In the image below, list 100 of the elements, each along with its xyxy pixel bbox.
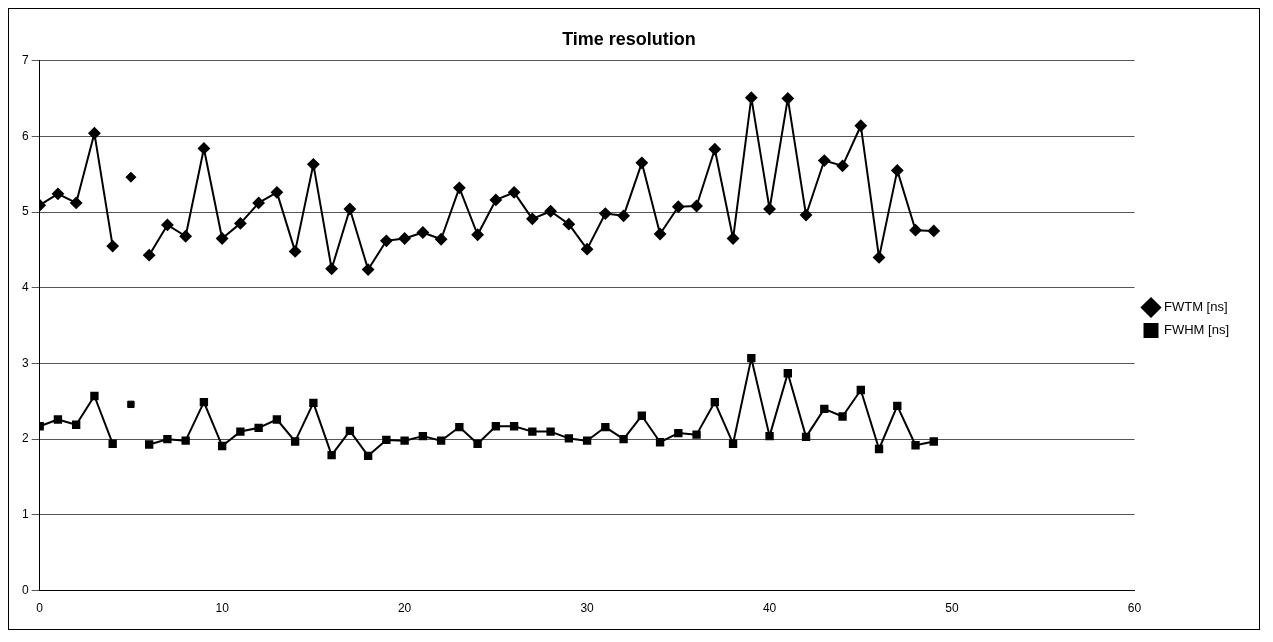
point: [88, 127, 101, 140]
point: [927, 224, 940, 237]
point: [272, 415, 282, 424]
point: [562, 218, 575, 231]
point: [362, 263, 375, 276]
point: [747, 353, 756, 363]
point: [692, 430, 701, 439]
point: [71, 420, 81, 429]
point: [836, 159, 849, 172]
point: [508, 186, 521, 199]
point: [106, 240, 119, 253]
x-tick-label: 50: [945, 601, 960, 616]
point: [327, 450, 336, 460]
point: [163, 434, 172, 444]
y-tick-label: 4: [21, 280, 29, 295]
point: [181, 436, 190, 445]
point: [801, 432, 811, 442]
point: [436, 436, 446, 445]
x-tick-label: 30: [580, 601, 595, 616]
point: [893, 401, 902, 411]
point: [382, 435, 391, 445]
point: [197, 142, 210, 155]
point: [290, 437, 300, 446]
point: [727, 232, 740, 245]
point: [70, 196, 83, 209]
point: [252, 196, 265, 209]
point: [635, 156, 648, 169]
point: [90, 391, 99, 401]
point: [489, 193, 502, 206]
point: [217, 441, 227, 451]
point: [672, 200, 685, 213]
chart-title: Time resolution: [562, 28, 696, 49]
point: [108, 439, 117, 448]
point: [708, 143, 721, 156]
point: [509, 422, 519, 431]
point: [781, 92, 794, 105]
legend-label: FWTM [ns]: [1164, 299, 1228, 315]
point: [619, 434, 628, 444]
point: [309, 398, 318, 408]
point: [307, 158, 320, 171]
point: [874, 444, 884, 454]
point: [400, 436, 409, 445]
point: [690, 199, 703, 212]
point: [911, 441, 920, 450]
point: [929, 437, 938, 446]
point: [564, 434, 574, 443]
point: [873, 251, 886, 264]
point: [325, 262, 338, 275]
x-tick-label: 20: [397, 601, 412, 616]
point: [818, 154, 831, 167]
point: [398, 232, 411, 245]
point: [544, 205, 557, 218]
point: [161, 218, 174, 231]
point: [345, 426, 355, 436]
point: [453, 181, 466, 194]
point: [491, 422, 501, 431]
point: [617, 209, 630, 222]
point: [270, 186, 283, 199]
y-tick-label: 2: [21, 431, 29, 446]
point: [199, 397, 209, 407]
legend-label: FWHM [ns]: [1164, 322, 1230, 338]
point: [909, 224, 922, 237]
point: [710, 397, 719, 407]
point: [765, 431, 774, 441]
point: [343, 203, 356, 215]
point: [143, 249, 156, 262]
point: [236, 427, 245, 436]
y-tick-label: 5: [21, 204, 29, 219]
point: [856, 385, 865, 395]
y-tick-label: 1: [21, 507, 29, 522]
point: [435, 233, 448, 246]
point: [125, 171, 137, 183]
point: [654, 227, 667, 240]
point: [234, 217, 247, 230]
point: [473, 439, 482, 448]
point: [51, 187, 64, 200]
point: [599, 207, 612, 220]
point: [891, 164, 904, 177]
point: [53, 415, 63, 424]
point: [674, 428, 683, 438]
y-tick-label: 3: [21, 355, 29, 370]
point: [216, 232, 229, 245]
point: [416, 226, 429, 239]
point: [380, 234, 393, 247]
point: [455, 422, 464, 432]
point: [582, 436, 592, 445]
y-tick-label: 6: [21, 128, 29, 143]
point: [546, 427, 555, 436]
point: [854, 119, 867, 132]
point: [745, 91, 758, 104]
point: [655, 438, 665, 447]
point: [144, 440, 154, 449]
point: [601, 422, 610, 432]
x-tick-label: 60: [1127, 601, 1142, 616]
point: [800, 209, 813, 222]
point: [526, 212, 539, 225]
point: [179, 230, 192, 243]
point: [289, 245, 302, 258]
point: [838, 412, 847, 421]
x-tick-label: 0: [36, 601, 44, 616]
